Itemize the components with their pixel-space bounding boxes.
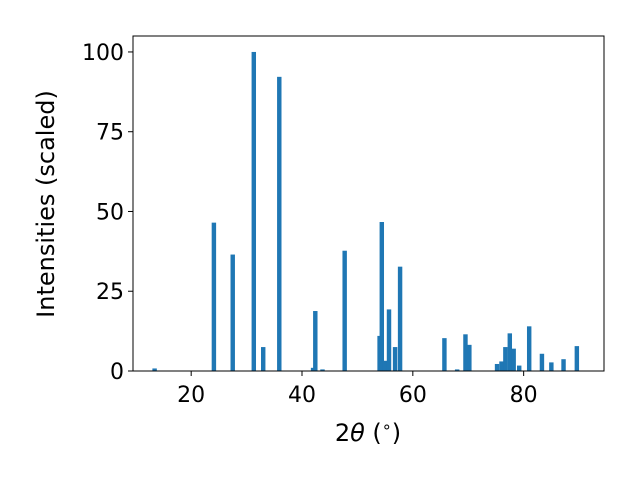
y-axis-label: Intensities (scaled) <box>32 90 60 318</box>
y-tick-label: 50 <box>96 200 124 225</box>
x-tick-label: 80 <box>510 383 538 408</box>
x-axis-label-theta: θ <box>350 419 365 447</box>
bar <box>382 360 388 371</box>
x-axis-label-unit: ∘ <box>382 417 392 436</box>
bar <box>397 266 403 371</box>
y-tick-label: 75 <box>96 121 124 146</box>
x-axis-label: 2θ (∘) <box>335 417 401 447</box>
bar <box>379 222 385 371</box>
bar <box>467 344 472 371</box>
bar <box>463 334 468 371</box>
plot-frame <box>132 35 605 372</box>
y-axis-ticks: 0 25 50 75 100 <box>82 41 133 385</box>
bar <box>511 348 516 371</box>
bar <box>310 367 316 371</box>
x-axis-label-prefix: 2 <box>335 419 350 447</box>
bar <box>517 365 522 371</box>
y-tick-label: 100 <box>82 41 124 66</box>
bar <box>549 362 554 371</box>
x-tick-label: 20 <box>177 383 205 408</box>
bar <box>561 359 566 371</box>
bar <box>342 250 347 371</box>
bar <box>442 338 447 371</box>
bar <box>503 347 508 371</box>
bar <box>392 347 398 371</box>
bar <box>320 369 325 371</box>
y-tick-label: 25 <box>96 280 124 305</box>
bar <box>230 254 235 371</box>
bar <box>574 346 580 371</box>
bars-group <box>152 51 580 371</box>
bar <box>313 311 318 371</box>
bar <box>211 222 217 371</box>
bar <box>261 347 266 371</box>
bar <box>251 51 257 371</box>
x-axis-label-open: ( <box>365 419 382 447</box>
x-axis-ticks: 20 40 60 80 <box>177 371 538 408</box>
bar <box>386 309 392 371</box>
bar <box>507 333 513 371</box>
x-tick-label: 40 <box>288 383 316 408</box>
bar <box>152 368 157 371</box>
bar <box>539 353 545 371</box>
bar <box>526 326 532 371</box>
x-tick-label: 60 <box>399 383 427 408</box>
x-axis-label-close: ) <box>392 419 401 447</box>
bar <box>494 363 500 371</box>
bar <box>499 361 504 371</box>
bar <box>454 369 460 371</box>
y-tick-label: 0 <box>110 360 124 385</box>
bar <box>277 76 282 371</box>
